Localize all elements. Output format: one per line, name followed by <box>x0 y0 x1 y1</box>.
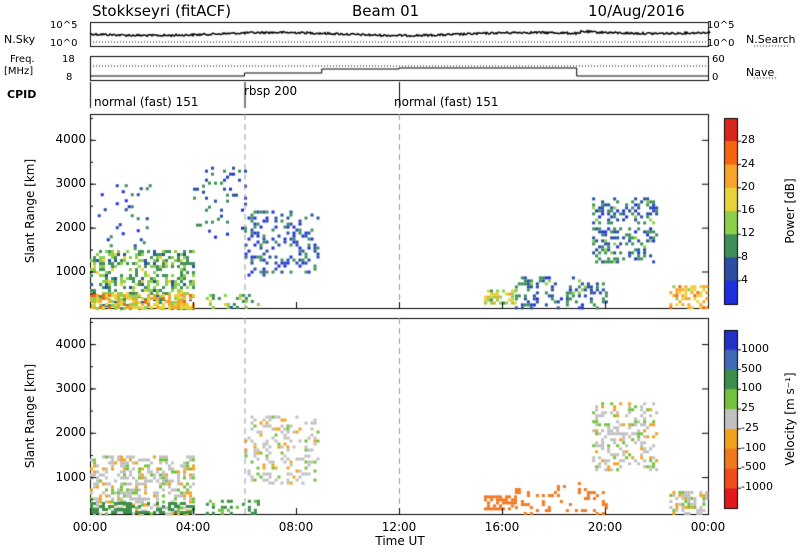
power-colorbar-tick-2: 20 <box>741 179 755 193</box>
cpid-segment-3: normal (fast) 151 <box>394 95 499 109</box>
xtick-label-2: 08:00 <box>278 520 314 534</box>
velocity-panel-ytick-0: 1000 <box>55 469 86 484</box>
beam-title: Beam 01 <box>352 2 420 20</box>
power-colorbar-tick-3: 16 <box>741 203 755 216</box>
xtick-label-4: 16:00 <box>484 520 520 534</box>
velocity-colorbar-tick-6: -500 <box>741 460 766 474</box>
power-colorbar-title: Power [dB] <box>783 178 797 244</box>
station-title: Stokkseyri (fitACF) <box>92 2 232 20</box>
freq-unit: [MHz] <box>4 66 34 77</box>
nsky-scale-top: 10^5 <box>50 20 78 31</box>
nsearch-scale-bottom: 10^0 <box>707 38 735 49</box>
nave-scale-bottom: 0 <box>712 72 719 83</box>
power-panel-ytick-3: 4000 <box>55 132 86 147</box>
x-axis-label: Time UT <box>375 534 425 548</box>
nsky-label: N.Sky <box>4 33 36 46</box>
power-colorbar-tick-0: 28 <box>741 133 755 147</box>
power-colorbar-tick-1: 24 <box>741 156 755 170</box>
nave-label: Nave <box>746 66 775 79</box>
power-panel-ytick-1: 2000 <box>55 220 86 235</box>
velocity-colorbar-tick-0: 1000 <box>741 341 769 355</box>
velocity-panel-ytick-3: 4000 <box>55 336 86 351</box>
xtick-label-0: 00:00 <box>72 520 108 534</box>
velocity-panel-ytick-2: 3000 <box>55 380 86 395</box>
velocity-colorbar-tick-1: 500 <box>741 361 762 375</box>
cpid-label: CPID <box>7 88 37 101</box>
cpid-segment-1: normal (fast) 151 <box>94 95 199 109</box>
power-colorbar-tick-5: 8 <box>741 249 748 263</box>
freq-label: Freq. <box>10 54 35 65</box>
power-panel-ytick-2: 3000 <box>55 176 86 191</box>
power-colorbar-tick-6: 4 <box>741 272 748 286</box>
date-title: 10/Aug/2016 <box>588 2 685 20</box>
velocity-colorbar-title: Velocity [m s⁻¹] <box>783 372 797 466</box>
xtick-label-5: 20:00 <box>587 520 623 534</box>
nsky-scale-bottom: 10^0 <box>50 38 78 49</box>
freq-scale-top: 18 <box>62 54 75 65</box>
xtick-label-6: 00:00 <box>690 520 726 534</box>
velocity-panel-ytick-1: 2000 <box>55 425 86 440</box>
xtick-label-1: 04:00 <box>175 520 211 534</box>
freq-scale-bottom: 8 <box>66 72 73 83</box>
power-panel-ylabel: Slant Range [km] <box>23 158 37 264</box>
velocity-colorbar-tick-5: -100 <box>741 440 766 454</box>
velocity-colorbar-tick-2: 100 <box>741 381 762 395</box>
velocity-colorbar-tick-7: -1000 <box>741 480 773 494</box>
nave-scale-top: 60 <box>712 54 725 65</box>
cpid-segment-2: rbsp 200 <box>244 84 298 98</box>
velocity-colorbar-tick-3: 25 <box>741 401 755 415</box>
nsearch-label: N.Search <box>746 33 796 46</box>
velocity-panel-ylabel: Slant Range [km] <box>23 363 37 469</box>
xtick-label-3: 12:00 <box>381 520 417 534</box>
power-colorbar-tick-4: 12 <box>741 226 755 240</box>
velocity-colorbar-tick-4: -25 <box>741 420 759 434</box>
power-panel-ytick-0: 1000 <box>55 264 86 278</box>
nsearch-scale-top: 10^5 <box>707 20 735 31</box>
